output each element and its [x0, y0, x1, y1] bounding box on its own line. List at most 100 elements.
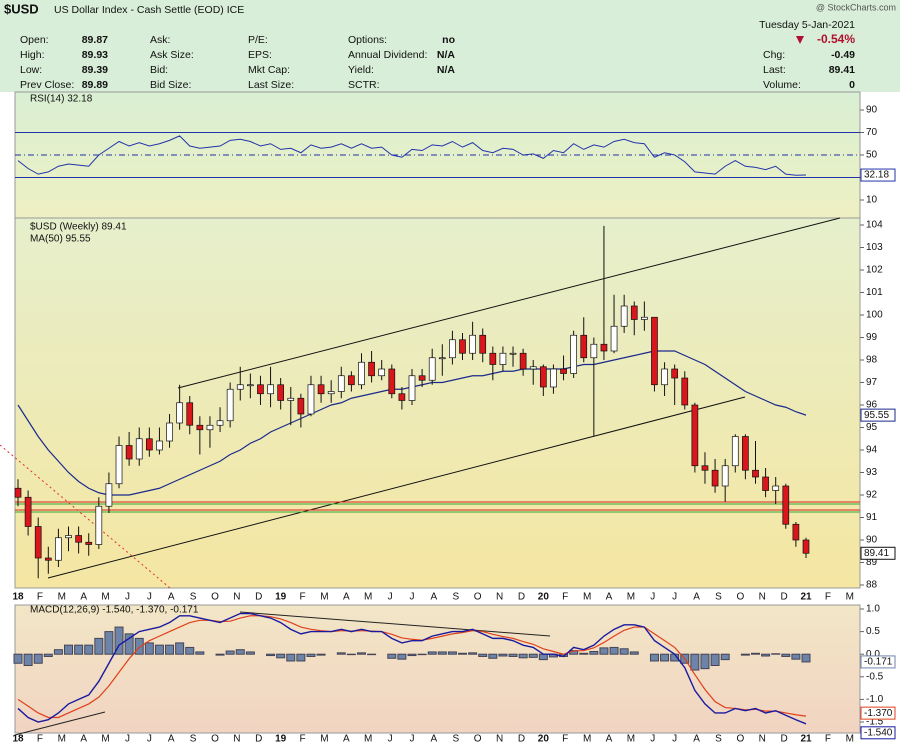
field-label: Last Size: — [248, 79, 294, 91]
y-tick-label: -0.5 — [866, 671, 884, 682]
field-value: N/A — [437, 49, 456, 61]
x-tick-label: A — [693, 734, 700, 745]
x-tick-label: 18 — [12, 734, 24, 745]
candle-body — [701, 465, 709, 471]
candle-body — [166, 422, 173, 442]
x-tick-label: J — [147, 592, 152, 603]
candle-body — [509, 352, 517, 355]
field-value: N/A — [437, 64, 456, 76]
y-tick-label: 94 — [866, 445, 878, 456]
macd-histogram-bar — [690, 653, 700, 671]
x-tick-label: A — [343, 734, 350, 745]
macd-histogram-bar — [468, 652, 478, 655]
field-label: Annual Dividend: — [348, 49, 427, 61]
y-tick-label: 95 — [866, 422, 878, 433]
macd-histogram-bar — [144, 642, 154, 655]
candle-body — [75, 535, 82, 543]
candle-body — [176, 402, 183, 424]
x-tick-label: O — [211, 734, 219, 745]
candle-body — [337, 375, 345, 392]
x-tick-label: F — [825, 734, 831, 745]
x-tick-label: D — [780, 734, 787, 745]
macd-histogram-bar — [599, 647, 609, 655]
field-label: High: — [20, 49, 45, 61]
field-label: Chg: — [763, 49, 785, 61]
x-tick-label: M — [583, 592, 591, 603]
x-tick-label: 20 — [538, 592, 550, 603]
x-tick-label: F — [37, 734, 43, 745]
field-value: 89.39 — [82, 64, 108, 76]
candle-body — [792, 523, 800, 541]
macd-histogram-bar — [296, 653, 306, 662]
x-tick-label: O — [474, 734, 482, 745]
candle-body — [257, 384, 264, 395]
field-label: SCTR: — [348, 79, 380, 91]
security-name: US Dollar Index - Cash Settle (EOD) ICE — [54, 4, 244, 16]
macd-histogram-bar — [609, 646, 619, 655]
ma-legend: MA(50) 95.55 — [30, 234, 91, 245]
macd-histogram-bar — [195, 651, 205, 655]
candle-body — [196, 424, 204, 431]
field-value: -0.49 — [831, 49, 855, 61]
dotted-line — [0, 444, 171, 589]
x-tick-label: A — [168, 592, 175, 603]
candle-body — [247, 384, 254, 387]
candle-body — [681, 377, 689, 406]
candle-body — [44, 557, 52, 561]
macd-histogram-bar — [458, 652, 468, 655]
x-tick-label: A — [693, 592, 700, 603]
candle-body — [560, 368, 567, 374]
y-tick-label: 91 — [866, 512, 878, 523]
field-label: Mkt Cap: — [248, 64, 290, 76]
x-tick-label: J — [650, 592, 655, 603]
field-value: 89.93 — [82, 49, 108, 61]
macd-panel — [14, 604, 861, 734]
macd-histogram-bar — [649, 653, 659, 662]
candle-body — [661, 368, 668, 386]
candle-body — [186, 402, 194, 426]
macd-histogram-bar — [336, 652, 346, 655]
candle-body — [277, 384, 285, 401]
macd-histogram-bar — [225, 650, 235, 655]
macd-histogram-bar — [589, 650, 599, 655]
x-tick-label: J — [388, 734, 393, 745]
candle-body — [135, 438, 143, 460]
field-value: 89.87 — [82, 34, 108, 46]
trend-line — [239, 611, 551, 637]
y-tick-label: 50 — [866, 150, 878, 161]
x-tick-label: J — [672, 734, 677, 745]
x-tick-label: 19 — [275, 592, 287, 603]
x-tick-label: A — [80, 734, 87, 745]
macd-histogram-bar — [53, 649, 63, 655]
y-tick-label: 89 — [866, 557, 878, 568]
field-label: Yield: — [348, 64, 374, 76]
macd-histogram-bar — [740, 653, 750, 656]
x-tick-label: N — [233, 592, 240, 603]
x-tick-label: M — [364, 734, 372, 745]
field-value: 0 — [849, 79, 855, 91]
y-tick-label: 0.5 — [866, 626, 880, 637]
field-label: Prev Close: — [20, 79, 74, 91]
candle-body — [762, 476, 769, 491]
macd-histogram-bar — [154, 644, 164, 655]
field-value: 89.41 — [829, 64, 855, 76]
candle-body — [14, 487, 22, 498]
x-tick-label: S — [715, 592, 722, 603]
x-tick-label: M — [320, 734, 328, 745]
macd-histogram-bar — [235, 649, 245, 655]
x-tick-label: A — [606, 734, 613, 745]
y-tick-label: 1.0 — [866, 604, 880, 615]
macd-histogram-bar — [94, 637, 104, 655]
x-tick-label: A — [606, 592, 613, 603]
candle-body — [348, 375, 355, 386]
x-tick-label: F — [300, 592, 306, 603]
candle-body — [802, 539, 810, 554]
candle-body — [630, 305, 638, 320]
macd-histogram-bar — [64, 644, 74, 655]
price-panel — [14, 217, 861, 589]
y-tick-label: 97 — [866, 377, 878, 388]
field-label: Options: — [348, 34, 387, 46]
candle-body — [317, 384, 325, 395]
value-tag-label: -1.370 — [864, 708, 893, 719]
candle-body — [711, 469, 719, 487]
